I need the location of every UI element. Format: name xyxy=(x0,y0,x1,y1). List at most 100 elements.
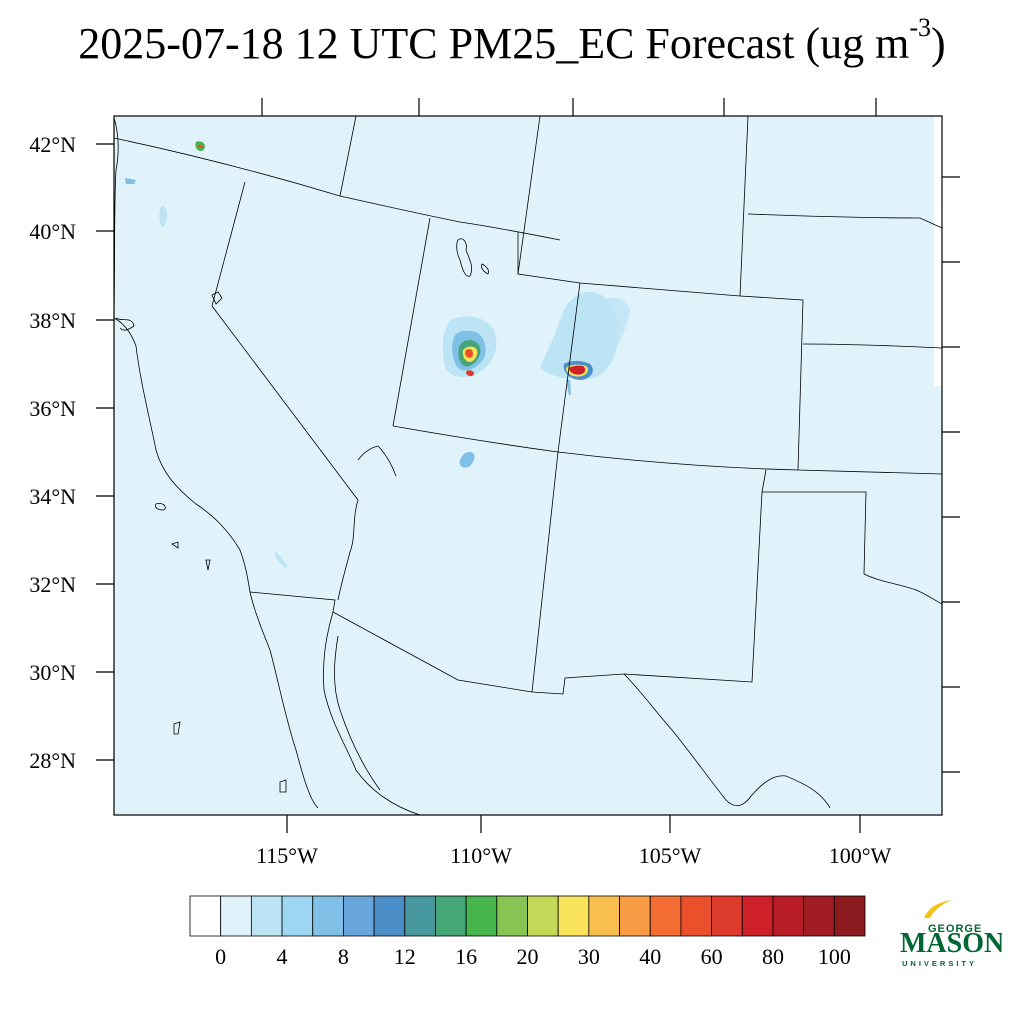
colorado-river xyxy=(337,499,359,601)
colorbar-box xyxy=(373,895,406,937)
colorado-plume-core xyxy=(569,365,586,375)
colorbar-tick-label: 60 xyxy=(701,944,723,969)
colorbar-labels: 0 4 8 12 16 20 30 40 60 80 100 xyxy=(215,944,851,969)
nm-tx-border xyxy=(531,491,763,695)
colorbar-box xyxy=(281,895,314,937)
lon-label-110: 110°W xyxy=(450,843,512,868)
wy-ne-border xyxy=(739,115,749,297)
colorbar-tick-label: 8 xyxy=(338,944,349,969)
ut-nv-border xyxy=(392,217,431,427)
colorbar-box xyxy=(465,895,498,937)
colorado-plume-haze xyxy=(602,298,630,350)
utah-plume-core xyxy=(465,349,474,358)
top-ticks xyxy=(261,98,877,116)
logo-top-word: GEORGE xyxy=(928,923,982,935)
colorbar-box xyxy=(680,895,712,937)
colorbar-tick-label: 30 xyxy=(578,944,600,969)
colorbar-box xyxy=(833,895,866,937)
utah-lake xyxy=(481,263,489,275)
logo-bottom-word: UNIVERSITY xyxy=(902,959,977,968)
colorbar-tick-label: 4 xyxy=(277,944,288,969)
lake-mead xyxy=(357,445,397,477)
rio-grande xyxy=(623,673,831,809)
arizona-plume xyxy=(459,452,475,468)
colorbar-box xyxy=(496,895,528,937)
lon-label-115: 115°W xyxy=(256,843,318,868)
latitude-labels: 42°N 40°N 38°N 36°N 34°N 32°N 30°N 28°N xyxy=(29,132,76,773)
lat-label-28: 28°N xyxy=(29,748,76,773)
oregon-plume-core xyxy=(198,144,203,149)
colorbar-box xyxy=(343,895,375,937)
lon-label-105: 105°W xyxy=(639,843,702,868)
colorbar-box xyxy=(588,895,620,937)
colorbar-box xyxy=(250,895,283,937)
baja-coast-west xyxy=(249,591,319,809)
map-frame xyxy=(113,115,943,816)
colorbar-tick-label: 16 xyxy=(455,944,477,969)
channel-island-3 xyxy=(205,559,211,571)
nevada-plume xyxy=(159,206,167,227)
az-nm-border xyxy=(531,451,559,693)
colorbar-tick-label: 100 xyxy=(818,944,851,969)
lat-label-32: 32°N xyxy=(29,572,76,597)
baja-island xyxy=(279,779,287,793)
red-river xyxy=(863,573,943,605)
colorbar-tick-label: 40 xyxy=(639,944,661,969)
great-salt-lake xyxy=(456,238,473,277)
page-title: 2025-07-18 12 UTC PM25_EC Forecast (ug m… xyxy=(0,15,1024,69)
left-ticks xyxy=(96,143,114,761)
ok-border xyxy=(761,469,867,575)
colorbar-box xyxy=(803,895,835,937)
title-close: ) xyxy=(931,19,946,68)
colorbar-box xyxy=(741,895,774,937)
logo-main-word: MASON xyxy=(900,928,1002,959)
longitude-labels: 115°W 110°W 105°W 100°W xyxy=(256,843,891,868)
lat-label-38: 38°N xyxy=(29,308,76,333)
colorbar-box xyxy=(404,895,436,937)
ne-ks-border xyxy=(739,295,943,475)
lon-label-100: 100°W xyxy=(829,843,892,868)
colorbar-tick-label: 0 xyxy=(215,944,226,969)
colorbar-box xyxy=(435,895,467,937)
ut-co-border xyxy=(557,282,581,453)
colorbar-box xyxy=(557,895,590,937)
channel-island-1 xyxy=(155,503,166,511)
map-background xyxy=(114,116,942,815)
colorbar-box xyxy=(619,895,651,937)
no-data-strip xyxy=(934,116,942,386)
pacific-island xyxy=(173,721,181,735)
id-border xyxy=(339,115,357,197)
sf-bay xyxy=(115,317,135,331)
colorbar xyxy=(189,895,866,937)
title-superscript: -3 xyxy=(909,13,932,42)
lake-tahoe xyxy=(211,291,223,305)
channel-island-2 xyxy=(171,541,179,549)
boundaries xyxy=(113,115,943,816)
utah-plume-spot xyxy=(466,370,474,377)
right-ticks xyxy=(942,176,960,773)
colorado-plume-outer xyxy=(540,291,619,380)
california-coast xyxy=(113,117,251,593)
colorbar-box xyxy=(312,895,344,937)
colorbar-box xyxy=(772,895,805,937)
lat-label-42: 42°N xyxy=(29,132,76,157)
sd-ne-border xyxy=(747,213,943,229)
ut-az-border xyxy=(392,425,799,471)
lat-label-40: 40°N xyxy=(29,219,76,244)
or-nv-id-border xyxy=(113,137,561,241)
mexico-plume xyxy=(274,550,288,568)
title-main: 2025-07-18 12 UTC PM25_EC Forecast (ug m xyxy=(78,19,910,68)
colorbar-box xyxy=(189,895,222,937)
lat-label-30: 30°N xyxy=(29,660,76,685)
california-plume xyxy=(125,178,136,184)
lat-label-34: 34°N xyxy=(29,484,76,509)
nv-ca-border xyxy=(211,181,359,501)
george-mason-logo: GEORGE MASON UNIVERSITY xyxy=(900,900,1002,968)
colorbar-box xyxy=(649,895,682,937)
lat-label-36: 36°N xyxy=(29,396,76,421)
logo-swoosh xyxy=(924,900,952,918)
colorbar-box xyxy=(711,895,743,937)
gulf-coast-east xyxy=(323,611,421,816)
smoke-plumes xyxy=(125,141,630,568)
